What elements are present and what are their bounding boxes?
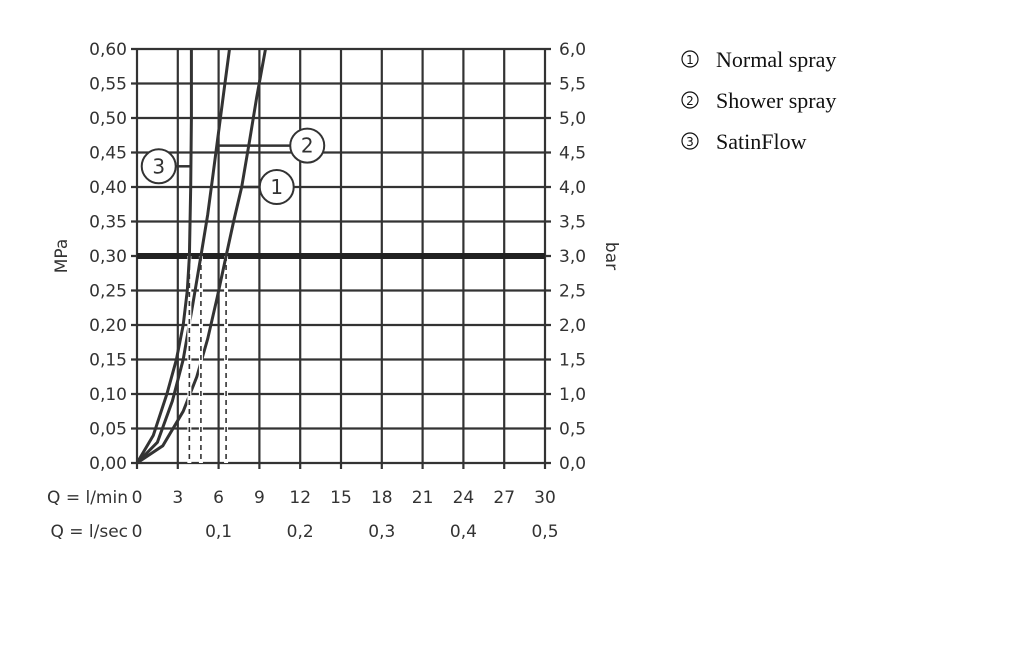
y-right-tick-label: 0,0 <box>559 454 586 474</box>
x-tick-label: 15 <box>330 488 352 508</box>
legend-entry: Shower spray <box>716 88 836 113</box>
legend-marker-circle <box>681 91 699 109</box>
legend-marker-number: 3 <box>686 135 694 149</box>
y-right-tick-label: 1,5 <box>559 351 586 371</box>
y-axis-label: MPa <box>52 239 72 274</box>
x2-axis-label: Q = l/sec <box>50 522 128 542</box>
series-line-3 <box>135 49 193 464</box>
legend-entry: Normal spray <box>716 47 836 72</box>
y-right-tick-label: 5,5 <box>559 75 586 95</box>
y-right-tick-label: 4,5 <box>559 144 586 164</box>
y-tick-label: 0,45 <box>89 144 127 164</box>
y-right-tick-label: 3,0 <box>559 247 586 267</box>
y-right-tick-label: 6,0 <box>559 40 586 60</box>
series-marker-label: 1 <box>270 175 283 199</box>
x2-tick-label: 0 <box>132 522 143 542</box>
x-tick-label: 6 <box>213 488 224 508</box>
y-tick-label: 0,60 <box>89 40 127 60</box>
series-marker-circle <box>140 148 177 185</box>
x-tick-label: 12 <box>289 488 311 508</box>
legend-marker-number: 1 <box>686 53 694 67</box>
y-tick-label: 0,55 <box>89 75 127 95</box>
x-tick-label: 18 <box>371 488 393 508</box>
legend-entry: SatinFlow <box>716 129 807 154</box>
y-tick-label: 0,30 <box>89 247 127 267</box>
y-tick-label: 0,25 <box>89 282 127 302</box>
legend-marker-number: 2 <box>686 94 694 108</box>
series-line-2 <box>135 48 231 465</box>
x2-tick-label: 0,2 <box>287 522 314 542</box>
series-line-1 <box>136 48 267 465</box>
y-right-tick-label: 0,5 <box>559 420 586 440</box>
x2-tick-label: 0,5 <box>531 522 558 542</box>
y-tick-label: 0,15 <box>89 351 127 371</box>
series-marker-label: 3 <box>152 154 165 178</box>
x-tick-label: 3 <box>172 488 183 508</box>
x-tick-label: 30 <box>534 488 556 508</box>
y-right-tick-label: 1,0 <box>559 385 586 405</box>
x-tick-label: 0 <box>132 488 143 508</box>
y-tick-label: 0,40 <box>89 178 127 198</box>
y-tick-label: 0,10 <box>89 385 127 405</box>
series-marker-circle <box>289 127 326 164</box>
legend-marker-circle <box>681 132 699 150</box>
y-right-tick-label: 4,0 <box>559 178 586 198</box>
y-right-tick-label: 5,0 <box>559 109 586 129</box>
y-right-tick-label: 2,5 <box>559 282 586 302</box>
y-tick-label: 0,05 <box>89 420 127 440</box>
x-tick-label: 9 <box>254 488 265 508</box>
series-marker-label: 2 <box>301 134 314 158</box>
x2-tick-label: 0,3 <box>368 522 395 542</box>
y-right-tick-label: 2,0 <box>559 316 586 336</box>
y-tick-label: 0,35 <box>89 213 127 233</box>
x-tick-label: 24 <box>453 488 475 508</box>
series-marker-circle <box>258 169 295 205</box>
x-tick-label: 21 <box>412 488 434 508</box>
y-right-axis-label: bar <box>601 242 621 270</box>
legend-marker-circle <box>681 50 699 68</box>
y-right-tick-label: 3,5 <box>559 213 586 233</box>
x2-tick-label: 0,1 <box>205 522 232 542</box>
y-tick-label: 0,00 <box>89 454 127 474</box>
x-axis-label: Q = l/min <box>47 488 128 508</box>
y-tick-label: 0,50 <box>89 109 127 129</box>
y-tick-label: 0,20 <box>89 316 127 336</box>
x-tick-label: 27 <box>493 488 515 508</box>
x2-tick-label: 0,4 <box>450 522 477 542</box>
